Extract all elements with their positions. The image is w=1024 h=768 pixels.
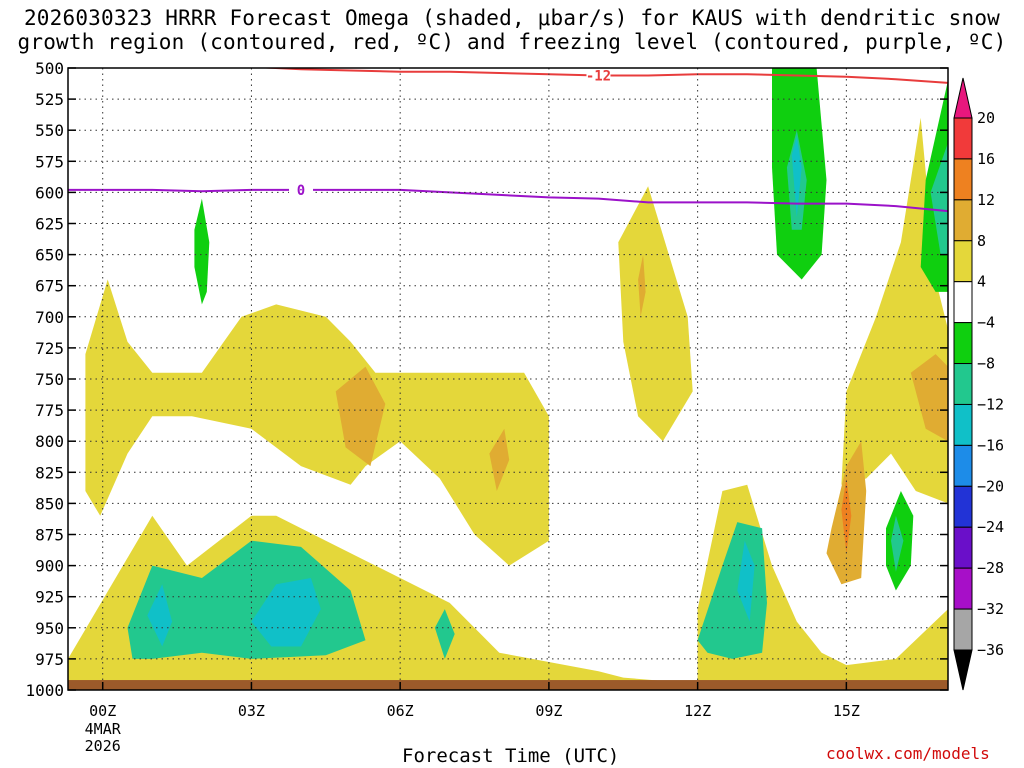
colorbar-tick-4: 4	[977, 273, 986, 291]
colorbar-tick-3: 8	[977, 232, 986, 250]
axes: 500 525 550 575 600 625 650 675 700 725 750 775 800 8…	[25, 59, 949, 755]
colorbar-bin-2	[953, 199, 973, 242]
colorbar-bin-6	[953, 363, 973, 405]
omega-neg12to-16-3	[737, 540, 755, 622]
omega-4to8-yellow-mid	[618, 186, 693, 442]
y-tick-label-875: 875	[35, 526, 64, 545]
colorbar-tick-1: 16	[977, 150, 995, 168]
y-tick-label-800: 800	[35, 432, 64, 451]
contour-label-0: 0	[297, 183, 305, 199]
colorbar-tick-9: −20	[977, 477, 1004, 495]
colorbar-tick-12: −32	[977, 600, 1004, 618]
y-tick-label-750: 750	[35, 370, 64, 389]
plot-area: -12 0	[68, 67, 948, 691]
x-axis-label: Forecast Time (UTC)	[402, 745, 620, 767]
x-tick-label-06Z: 06Z	[387, 702, 414, 720]
y-tick-label-925: 925	[35, 588, 64, 607]
colorbar-bin-10	[953, 526, 973, 569]
credit-link[interactable]: coolwx.com/models	[826, 744, 990, 763]
omega-12to16-red	[841, 478, 852, 554]
omega-neg12to-16-2	[251, 578, 321, 647]
omega-neg8to-12-5	[930, 142, 948, 255]
y-tick-label-825: 825	[35, 463, 64, 482]
x-tick-label-00Z: 00Z	[89, 702, 116, 720]
y-tick-label-725: 725	[35, 339, 64, 358]
colorbar-bin-12	[953, 608, 973, 651]
colorbar-tick-11: −28	[977, 559, 1004, 577]
colorbar-tick-13: −36	[977, 641, 1004, 659]
y-tick-label-575: 575	[35, 152, 64, 171]
y-tick-label-675: 675	[35, 277, 64, 296]
y-tick-label-1000: 1000	[25, 681, 64, 700]
colorbar-tick-5: −4	[977, 314, 995, 332]
colorbar-tick-6: −8	[977, 355, 995, 373]
ground-surface	[68, 680, 948, 690]
omega-8to12-orange5	[910, 354, 948, 442]
colorbar-tick-0: 20	[977, 109, 995, 127]
colorbar-bin-3	[953, 240, 973, 283]
contour-label-bg	[289, 181, 314, 198]
colorbar-tick-8: −16	[977, 436, 1004, 454]
colorbar-bin-7	[953, 403, 973, 446]
y-tick-label-900: 900	[35, 557, 64, 576]
title-line-1: 2026030323 HRRR Forecast Omega (shaded, …	[23, 6, 1001, 30]
omega-neg8to-12-6	[891, 515, 904, 572]
omega-neg12to-16-1	[147, 584, 173, 647]
y-tick-label-975: 975	[35, 650, 64, 669]
omega-neg4to-8-green-top	[194, 198, 210, 305]
y-tick-label-775: 775	[35, 401, 64, 420]
contour-0	[68, 188, 948, 213]
colorbar-bin-4	[953, 281, 973, 324]
colorbar-bin-1	[953, 158, 973, 201]
colorbar-top-arrow	[953, 77, 973, 119]
title-line-2: growth region (contoured, red, ºC) and f…	[17, 30, 1007, 54]
x-date-line-2: 2026	[85, 737, 121, 755]
omega-8to12-orange2	[489, 428, 510, 491]
colorbar-bin-8	[953, 444, 973, 487]
x-tick-label-09Z: 09Z	[535, 702, 562, 720]
colorbar-bin-9	[953, 485, 973, 528]
y-tick-label-600: 600	[35, 183, 64, 202]
x-date-line-1: 4MAR	[85, 720, 122, 738]
colorbar-bin-0	[953, 117, 973, 160]
y-tick-label-850: 850	[35, 494, 64, 513]
omega-4to8-yellow-main	[85, 279, 549, 566]
x-tick-label-15Z: 15Z	[833, 702, 860, 720]
y-tick-label-950: 950	[35, 619, 64, 638]
contour--12	[255, 68, 948, 84]
omega-8to12-orange3	[638, 254, 646, 317]
y-tick-label-625: 625	[35, 215, 64, 234]
colorbar-bottom-arrow	[953, 649, 973, 691]
y-tick-label-500: 500	[35, 59, 64, 78]
omega-8to12-orange1	[335, 366, 386, 467]
colorbar-bin-5	[953, 322, 973, 365]
y-tick-label-550: 550	[35, 121, 64, 140]
colorbar: 20 16 12 8 4 −4 −8 −12 −16 −20 −24 −28 −32 −36	[953, 77, 1004, 691]
colorbar-bin-11	[953, 567, 973, 610]
colorbar-tick-10: −24	[977, 518, 1004, 536]
contour-label--12: -12	[586, 68, 611, 84]
colorbar-tick-7: −12	[977, 395, 1004, 413]
omega-neg12to-16-4	[791, 136, 802, 218]
colorbar-tick-2: 12	[977, 191, 995, 209]
y-tick-label-700: 700	[35, 308, 64, 327]
y-tick-label-525: 525	[35, 90, 64, 109]
x-tick-label-12Z: 12Z	[684, 702, 711, 720]
chart-title: 2026030323 HRRR Forecast Omega (shaded, …	[0, 6, 1024, 54]
contour-label-bg	[586, 67, 611, 84]
y-tick-label-650: 650	[35, 246, 64, 265]
x-tick-label-03Z: 03Z	[238, 702, 265, 720]
omega-neg8to-12-2	[434, 609, 455, 659]
